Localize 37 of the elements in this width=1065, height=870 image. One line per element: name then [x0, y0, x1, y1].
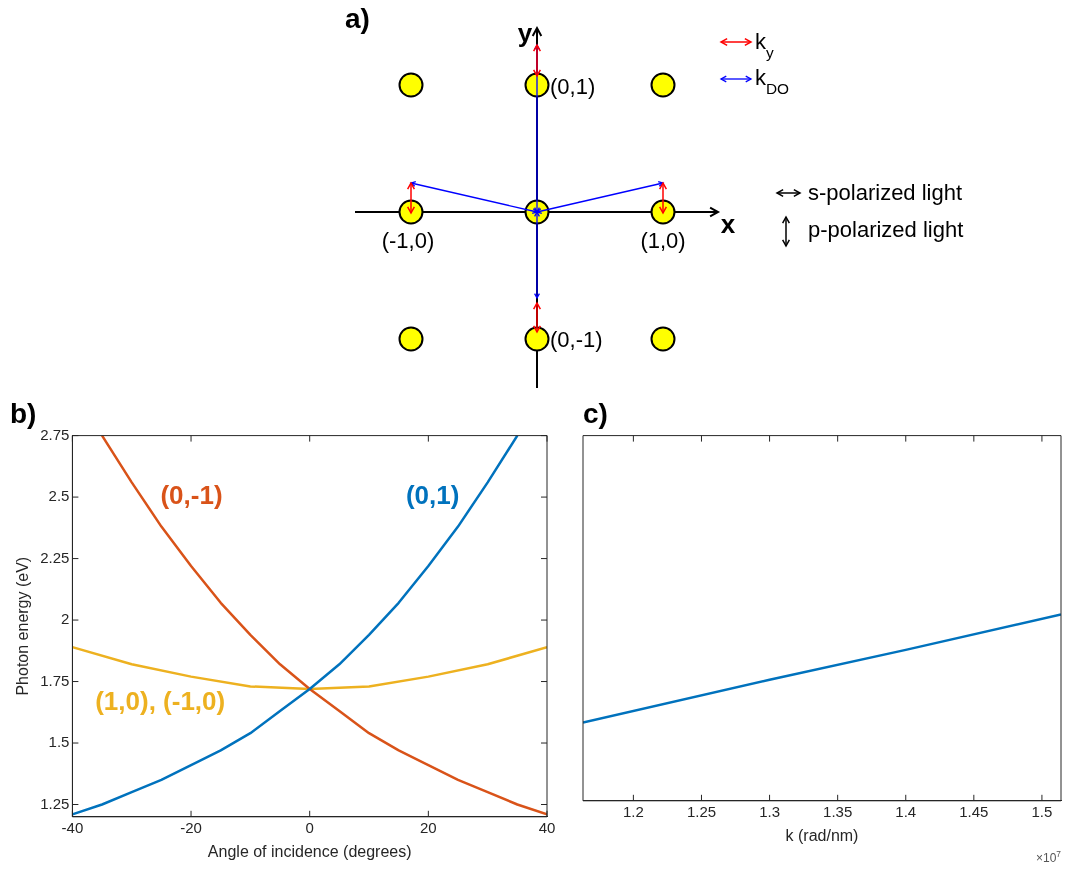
x-tick-label: -20	[180, 818, 202, 836]
text: (-1,0)	[381, 228, 435, 253]
text: y	[517, 18, 533, 48]
y-tick-label: 2.5	[48, 487, 70, 505]
text: x	[720, 209, 736, 239]
chart-title: c)	[583, 397, 608, 429]
x-tick-label: 20	[420, 818, 437, 836]
text: (0,-1)	[550, 327, 603, 352]
y-tick-label: 2.75	[40, 425, 70, 443]
series-label: (0,-1)	[160, 480, 223, 511]
y-tick-label: 2	[61, 610, 70, 628]
x-tick-label: 0	[305, 818, 314, 836]
chart-title: b)	[10, 397, 37, 429]
x-axis-title: k (rad/nm)	[785, 826, 859, 844]
y-tick-label: 2.25	[40, 548, 70, 566]
x-tick-label: 1.25	[686, 802, 717, 820]
series-label: (0,1)	[405, 480, 460, 511]
x-tick-label: 1.45	[959, 802, 989, 820]
y-tick-label: 1.75	[40, 671, 70, 689]
y-axis-title: Photon energy (eV)	[14, 556, 32, 696]
series-label: (1,0), (-1,0)	[95, 685, 226, 716]
x-tick-label: 1.35	[823, 802, 853, 820]
x-axis-title: Angle of incidence (degrees)	[207, 842, 412, 860]
text: (1,0)	[640, 228, 686, 253]
x-tick-label: 1.2	[622, 802, 644, 820]
text: p-polarized light	[808, 217, 964, 242]
text: k$_{y}$	[755, 29, 774, 61]
text: s-polarized light	[808, 180, 963, 205]
x-tick-label: 1.5	[1031, 802, 1053, 820]
x-tick-label: -40	[61, 818, 84, 836]
x-tick-label: 1.4	[895, 802, 917, 820]
text: a)	[345, 3, 370, 34]
text: k$_{DO}$	[755, 65, 790, 97]
x-tick-label: 40	[538, 818, 556, 836]
y-tick-label: 1.5	[48, 733, 70, 751]
text: (0,1)	[550, 74, 596, 99]
x-tick-label: 1.3	[759, 802, 780, 820]
